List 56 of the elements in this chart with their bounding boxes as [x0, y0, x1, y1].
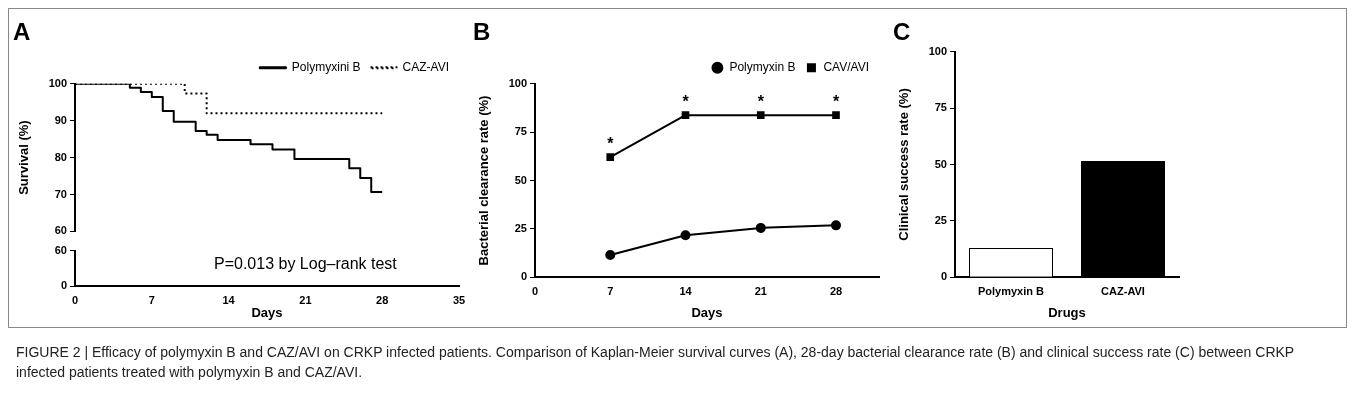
y-tick-label: 50	[514, 173, 527, 186]
x-tick-label: 35	[452, 293, 466, 306]
point	[605, 249, 616, 260]
y-tick-label: 50	[934, 157, 947, 170]
annotation: *	[607, 135, 615, 153]
point	[755, 222, 766, 233]
chart-title: B	[473, 18, 491, 46]
x-axis-title: Days	[251, 304, 283, 320]
point	[680, 230, 691, 241]
point	[756, 111, 765, 119]
point	[832, 111, 840, 119]
x-tick-label: 21	[754, 284, 767, 297]
legend-label: CAV/AVI	[823, 60, 870, 75]
legend-label: Polymyxin B	[729, 60, 796, 75]
y-tick-label: 100	[508, 76, 527, 89]
y-tick-label: 75	[514, 125, 527, 138]
y-tick-label: 25	[934, 213, 947, 226]
x-tick-label: 7	[607, 284, 614, 297]
y-axis-title: Survival (%)	[16, 120, 32, 195]
x-tick-label: 7	[148, 293, 155, 306]
point	[606, 153, 615, 161]
x-tick-label: 0	[531, 284, 539, 297]
x-tick-label: Polymyxin B	[977, 284, 1045, 297]
point	[681, 111, 690, 119]
x-tick-label: 28	[376, 293, 389, 306]
annotation: *	[832, 93, 840, 111]
y-tick-label: 25	[514, 221, 527, 234]
point	[831, 220, 841, 231]
y-tick-label: 0	[940, 270, 947, 283]
caption: FIGURE 2 | Efficacy of polymyxin B and CAZ/AVI on CRKP infected patients. Comparison of Kaplan-Meier survival curves (A), 28-day bacterial clearance rate (B) and clinical success rate (C) between CRKP infected patients treated with polymyxin B and CAZ/AVI.	[16, 344, 1294, 380]
y-tick-label: 100	[928, 44, 947, 57]
x-tick-label: 21	[299, 293, 312, 306]
legend-label: CAZ-AVI	[402, 60, 450, 75]
annotation: P=0.013 by Log–rank test	[214, 254, 398, 272]
y-axis-title: Clinical success rate (%)	[896, 88, 912, 241]
y-tick-label: 100	[48, 76, 67, 89]
chart-title: A	[13, 18, 31, 46]
x-tick-label: CAZ-AVI	[1101, 284, 1145, 297]
y-tick-label: 75	[934, 101, 947, 114]
x-axis-title: Days	[691, 304, 723, 320]
y-tick-label: 60	[54, 224, 67, 237]
x-axis-title: Drugs	[1048, 304, 1086, 320]
y-axis-title: Bacterial clearance rate (%)	[476, 95, 492, 266]
x-tick-label: 28	[829, 284, 843, 297]
annotation: *	[682, 93, 690, 111]
chart-title: C	[893, 18, 911, 46]
y-tick-label: 60	[54, 243, 67, 256]
x-tick-label: 0	[71, 293, 79, 306]
y-tick-label: 70	[54, 187, 67, 200]
x-tick-label: 14	[679, 284, 693, 297]
x-tick-label: 14	[222, 293, 236, 306]
y-tick-label: 80	[54, 150, 67, 163]
y-tick-label: 90	[54, 113, 67, 126]
y-tick-label: 0	[520, 270, 527, 283]
annotation: *	[757, 93, 765, 111]
legend-label: Polymyxini B	[291, 60, 361, 75]
